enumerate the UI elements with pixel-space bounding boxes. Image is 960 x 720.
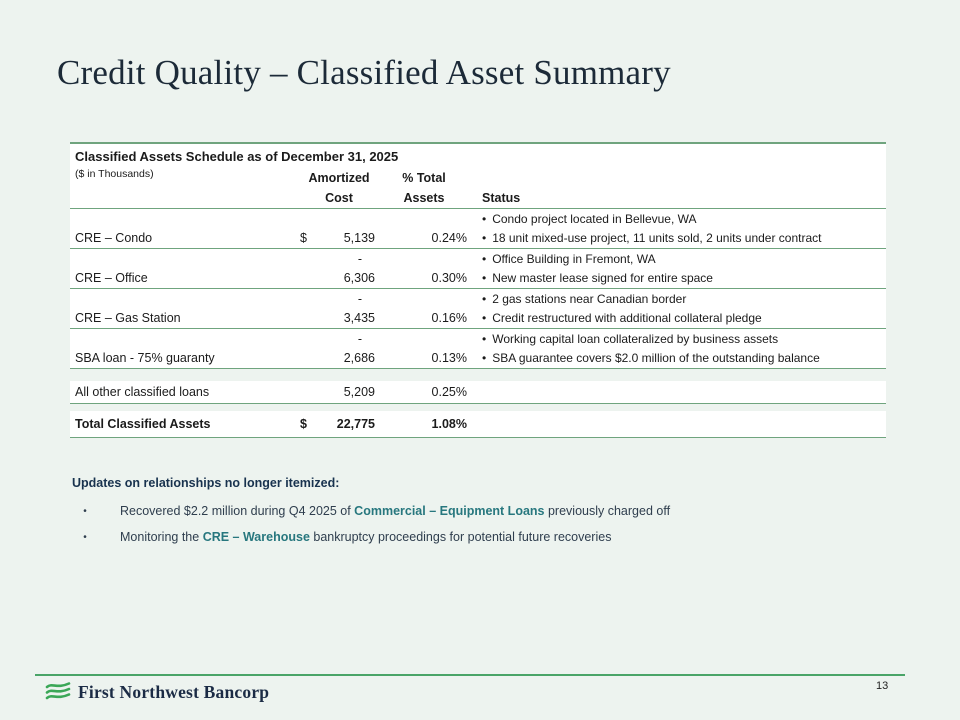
note-text: Recovered $2.2 million during Q4 2025 of… <box>98 504 670 518</box>
row-label: All other classified loans <box>75 385 210 399</box>
footer-divider <box>35 674 905 676</box>
col-header-status: Status <box>482 191 521 205</box>
note-text: Monitoring the CRE – Warehouse bankruptc… <box>98 530 611 544</box>
col-header-pct-total: % Total <box>402 171 446 185</box>
amount-cell: 22,775 <box>336 417 375 431</box>
row-label: CRE – Gas Station <box>75 311 181 326</box>
amount-cell: 3,435 <box>343 311 375 326</box>
pct-cell: 0.16% <box>431 311 467 326</box>
amount-cell: 5,139 <box>343 231 375 246</box>
note-highlight: Commercial – Equipment Loans <box>354 504 545 518</box>
logo-wave-icon <box>45 682 71 700</box>
table-row-cre-office: - Office Building in Fremont, WA CRE – O… <box>70 249 886 289</box>
notes-heading: Updates on relationships no longer itemi… <box>72 476 340 490</box>
dash-cell: - <box>357 251 362 266</box>
pct-cell: 0.25% <box>431 385 467 399</box>
amount-cell: 5,209 <box>343 385 375 399</box>
notes-section: Updates on relationships no longer itemi… <box>72 476 892 556</box>
status-bullet: SBA guarantee covers $2.0 million of the… <box>470 349 886 369</box>
dash-cell: - <box>357 331 362 346</box>
dash-cell: - <box>357 291 362 306</box>
status-bullet: 18 unit mixed-use project, 11 units sold… <box>470 229 886 249</box>
status-bullet: Working capital loan collateralized by b… <box>470 329 886 349</box>
pct-cell: 0.24% <box>431 231 467 246</box>
note-text-post: previously charged off <box>544 504 671 518</box>
page-number: 13 <box>876 680 889 692</box>
table-row-cre-gas-station: - 2 gas stations near Canadian border CR… <box>70 289 886 329</box>
table-row-cre-condo: Condo project located in Bellevue, WA CR… <box>70 209 886 249</box>
pct-cell: 1.08% <box>431 417 467 431</box>
dollar-sign: $ <box>300 231 307 246</box>
note-bullet: • Recovered $2.2 million during Q4 2025 … <box>72 504 892 518</box>
col-header-amortized: Amortized <box>308 171 370 185</box>
logo-text: First Northwest Bancorp <box>78 681 270 702</box>
col-header-cost: Cost <box>325 191 353 205</box>
status-bullet: 2 gas stations near Canadian border <box>470 289 886 309</box>
table-row-all-other: All other classified loans 5,209 0.25% <box>70 381 886 404</box>
company-logo: First Northwest Bancorp <box>45 681 269 703</box>
note-bullet: • Monitoring the CRE – Warehouse bankrup… <box>72 530 892 544</box>
note-text-pre: Recovered $2.2 million during Q4 2025 of <box>120 504 355 518</box>
amount-cell: 6,306 <box>343 271 375 286</box>
table-subtitle: ($ in Thousands) <box>75 168 154 180</box>
status-bullet: Credit restructured with additional coll… <box>470 309 886 329</box>
row-label: CRE – Office <box>75 271 148 286</box>
slide-title: Credit Quality – Classified Asset Summar… <box>57 53 671 92</box>
classified-assets-table: Classified Assets Schedule as of Decembe… <box>70 142 886 438</box>
note-text-post: bankruptcy proceedings for potential fut… <box>309 530 612 544</box>
table-spacer <box>70 369 886 381</box>
col-header-assets: Assets <box>403 191 445 205</box>
row-label: SBA loan - 75% guaranty <box>75 351 215 366</box>
pct-cell: 0.13% <box>431 351 467 366</box>
row-label: CRE – Condo <box>75 231 153 246</box>
pct-cell: 0.30% <box>431 271 467 286</box>
bullet-marker: • <box>83 532 87 543</box>
table-header: Classified Assets Schedule as of Decembe… <box>70 142 886 209</box>
table-row-sba-loan: - Working capital loan collateralized by… <box>70 329 886 369</box>
table-row-total: Total Classified Assets $ 22,775 1.08% <box>70 411 886 438</box>
bullet-marker: • <box>83 506 87 517</box>
note-text-pre: Monitoring the <box>120 530 203 544</box>
status-bullet: Condo project located in Bellevue, WA <box>470 209 886 229</box>
table-spacer <box>70 404 886 411</box>
dollar-sign: $ <box>300 417 307 431</box>
table-title: Classified Assets Schedule as of Decembe… <box>75 148 399 164</box>
status-bullet: Office Building in Fremont, WA <box>470 249 886 269</box>
status-bullet: New master lease signed for entire space <box>470 269 886 289</box>
amount-cell: 2,686 <box>343 351 375 366</box>
note-highlight: CRE – Warehouse <box>202 530 310 544</box>
row-label: Total Classified Assets <box>75 417 211 431</box>
